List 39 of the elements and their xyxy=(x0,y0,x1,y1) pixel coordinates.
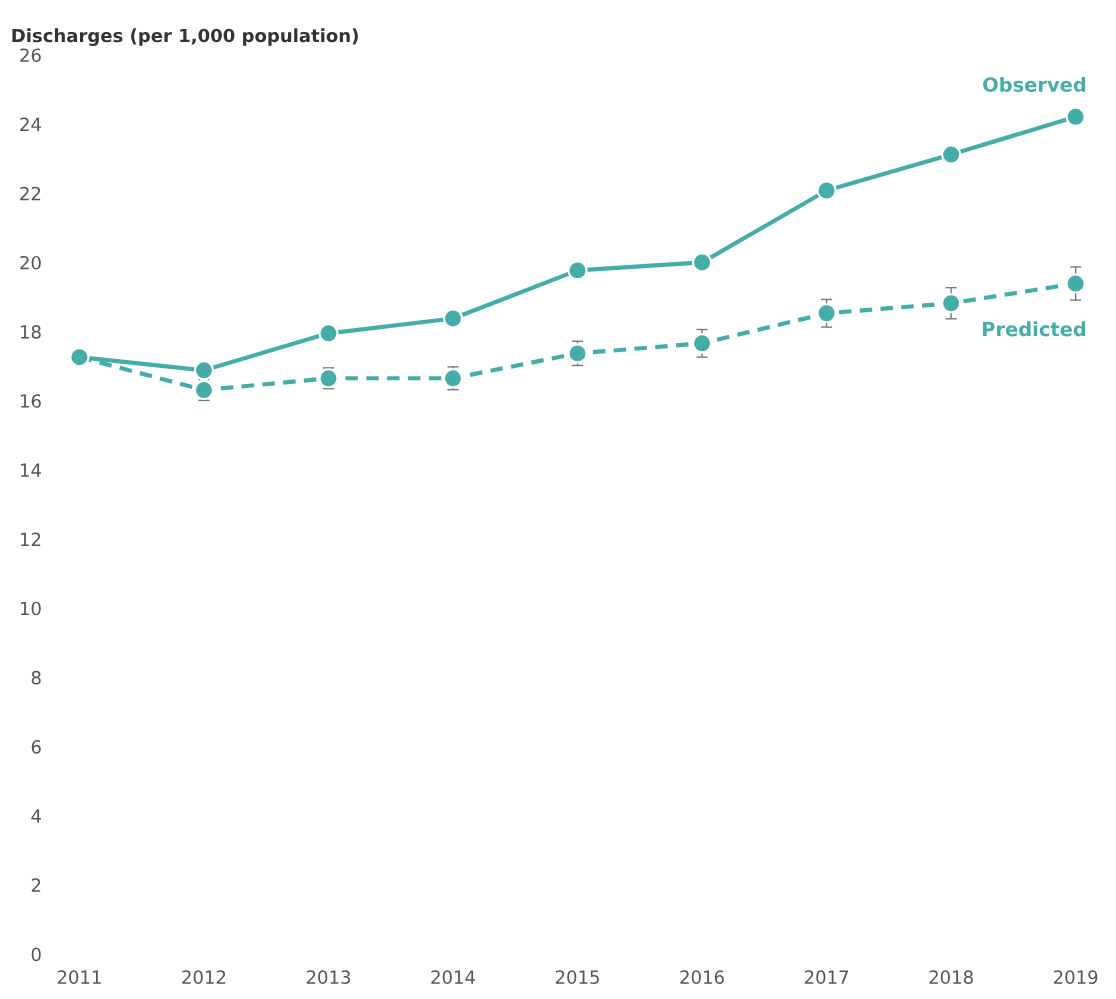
point xyxy=(567,343,588,364)
point xyxy=(816,303,837,324)
y-tick-label: 10 xyxy=(20,601,41,616)
x-tick-label: 2018 xyxy=(929,970,973,984)
y-tick-label: 0 xyxy=(31,947,41,962)
y-tick-label: 26 xyxy=(20,48,41,63)
y-tick-label: 16 xyxy=(20,394,41,408)
point xyxy=(1065,273,1086,294)
point xyxy=(193,360,215,381)
x-tick-label: 2013 xyxy=(306,970,350,984)
point xyxy=(1065,106,1086,127)
point xyxy=(941,293,962,314)
x-tick-label: 2016 xyxy=(680,970,724,984)
x-tick-label: 2014 xyxy=(431,970,475,984)
y-tick-label: 22 xyxy=(20,186,41,201)
point xyxy=(941,144,962,165)
y-tick-label: 12 xyxy=(20,532,41,546)
x-tick-label: 2011 xyxy=(57,970,101,984)
y-tick-label: 14 xyxy=(20,463,41,477)
point xyxy=(691,252,713,273)
point xyxy=(691,333,713,354)
y-tick-label: 18 xyxy=(20,325,41,339)
y-tick-label: 2 xyxy=(31,878,41,892)
y-tick-label: 4 xyxy=(31,809,41,823)
y-tick-label: 24 xyxy=(20,117,41,131)
series-label: Observed xyxy=(983,76,1086,92)
y-tick-label: 6 xyxy=(31,740,41,754)
point xyxy=(816,180,837,201)
point xyxy=(567,260,588,281)
y-tick-label: 8 xyxy=(31,670,41,685)
point xyxy=(318,323,339,344)
y-tick-label: 20 xyxy=(20,255,41,270)
x-tick-label: 2015 xyxy=(555,970,599,984)
point xyxy=(442,308,464,329)
series-label: Predicted xyxy=(983,321,1086,337)
x-tick-label: 2019 xyxy=(1053,970,1098,984)
x-tick-label: 2012 xyxy=(182,970,226,984)
x-tick-label: 2017 xyxy=(804,970,849,984)
y-axis-title: Discharges (per 1,000 population) xyxy=(12,28,358,46)
